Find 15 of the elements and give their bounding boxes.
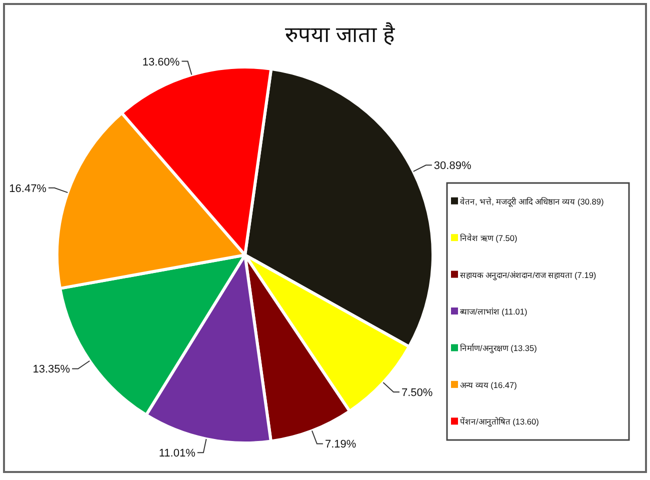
chart-title: रुपया जाता है — [284, 22, 396, 47]
data-label: 16.47% — [9, 182, 47, 195]
legend-label: निवेश ऋण (7.50) — [460, 233, 518, 244]
legend-label: अन्य व्यय (16.47) — [460, 380, 518, 390]
data-label: 7.19% — [324, 438, 356, 451]
data-label: 13.60% — [142, 56, 180, 68]
legend-label: ब्याज/लाभांश (11.01) — [460, 306, 528, 316]
legend-label: सहायक अनुदान/अंशदान/राज सहायता (7.19) — [460, 270, 596, 281]
data-label: 7.50% — [401, 386, 433, 399]
legend-label: निर्माण/अनुरक्षण (13.35) — [460, 343, 538, 354]
legend-label: वेतन, भत्ते, मजदूरी आदि अधिष्ठान व्यय (30.89) — [460, 196, 604, 208]
data-label: 13.35% — [32, 364, 70, 376]
data-label: 30.89% — [434, 160, 472, 172]
legend-label: पेंशन/आनुतोषित (13.60) — [460, 416, 540, 428]
data-label: 11.01% — [158, 448, 196, 460]
